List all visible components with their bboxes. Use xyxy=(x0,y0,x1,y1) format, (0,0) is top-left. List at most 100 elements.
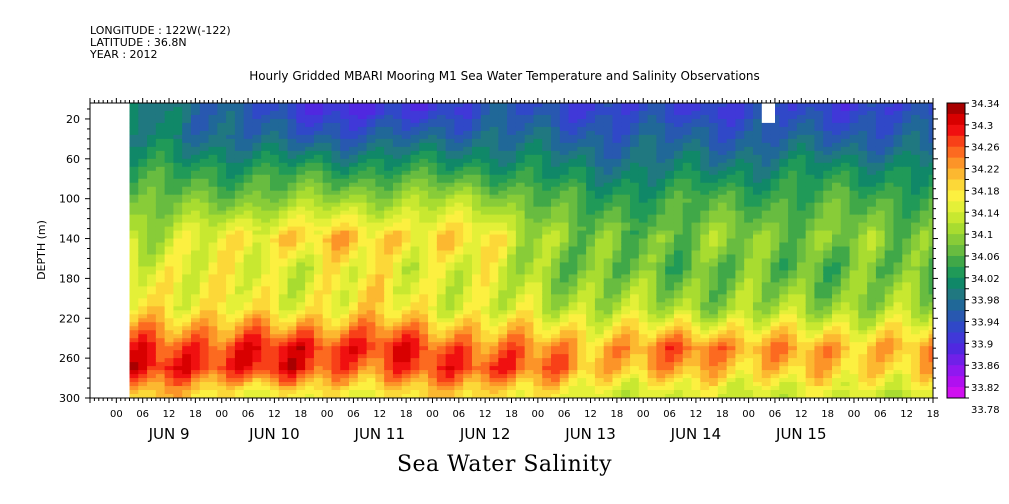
heatmap-cell xyxy=(410,246,420,252)
heatmap-cell xyxy=(190,126,201,132)
heatmap-cell xyxy=(349,142,359,148)
heatmap-cell xyxy=(612,338,622,343)
heatmap-cell xyxy=(182,158,192,164)
heatmap-cell xyxy=(436,254,447,260)
heatmap-cell xyxy=(489,134,499,140)
heatmap-cell xyxy=(463,194,473,200)
heatmap-cell xyxy=(471,222,482,228)
heatmap-cell xyxy=(331,362,341,367)
heatmap-cell xyxy=(243,230,254,236)
heatmap-cell xyxy=(709,234,719,240)
heatmap-cell xyxy=(445,326,456,331)
heatmap-cell xyxy=(313,250,324,256)
heatmap-cell xyxy=(217,262,227,268)
heatmap-cell xyxy=(656,218,666,224)
heatmap-cell xyxy=(551,382,561,387)
heatmap-cell xyxy=(261,310,271,315)
heatmap-cell xyxy=(401,330,412,335)
heatmap-cell xyxy=(401,103,412,108)
heatmap-cell xyxy=(568,170,578,176)
heatmap-cell xyxy=(603,334,614,339)
heatmap-cell xyxy=(445,238,456,244)
heatmap-cell xyxy=(296,326,306,331)
heatmap-cell xyxy=(410,134,420,140)
heatmap-cell xyxy=(217,170,227,176)
heatmap-cell xyxy=(445,330,456,335)
heatmap-cell xyxy=(199,334,210,339)
heatmap-cell xyxy=(445,122,456,128)
heatmap-cell xyxy=(594,222,605,228)
heatmap-cell xyxy=(542,246,552,252)
heatmap-cell xyxy=(621,242,631,248)
heatmap-cell xyxy=(305,330,315,335)
heatmap-cell xyxy=(700,322,710,327)
heatmap-cell xyxy=(647,242,657,248)
heatmap-cell xyxy=(463,106,473,112)
heatmap-cell xyxy=(638,118,649,124)
heatmap-cell xyxy=(436,106,447,112)
heatmap-cell xyxy=(594,114,605,120)
heatmap-cell xyxy=(647,126,657,132)
heatmap-cell xyxy=(551,286,561,291)
heatmap-cell xyxy=(577,314,587,319)
heatmap-cell xyxy=(217,250,227,256)
heatmap-cell xyxy=(594,254,605,260)
heatmap-cell xyxy=(401,250,412,256)
heatmap-cell xyxy=(463,170,473,176)
heatmap-cell xyxy=(507,226,517,232)
heatmap-cell xyxy=(480,186,491,192)
heatmap-cell xyxy=(647,198,657,204)
heatmap-cell xyxy=(647,282,657,287)
heatmap-cell xyxy=(489,210,499,216)
heatmap-cell xyxy=(340,274,350,280)
heatmap-cell xyxy=(217,110,227,116)
heatmap-cell xyxy=(366,202,376,208)
heatmap-cell xyxy=(208,250,218,256)
heatmap-cell xyxy=(305,274,315,280)
heatmap-cell xyxy=(392,346,403,351)
heatmap-cell xyxy=(357,110,368,116)
heatmap-cell xyxy=(577,274,587,280)
heatmap-cell xyxy=(226,166,236,172)
heatmap-cell xyxy=(621,246,631,252)
heatmap-cell xyxy=(278,302,289,307)
heatmap-cell xyxy=(366,166,376,172)
heatmap-cell xyxy=(542,386,552,391)
heatmap-cell xyxy=(182,266,192,272)
heatmap-cell xyxy=(164,154,175,160)
heatmap-cell xyxy=(331,366,341,371)
heatmap-cell xyxy=(410,142,420,148)
heatmap-cell xyxy=(630,302,640,307)
heatmap-cell xyxy=(533,282,543,287)
heatmap-cell xyxy=(445,350,456,355)
heatmap-cell xyxy=(349,194,359,200)
heatmap-cell xyxy=(296,282,306,287)
heatmap-cell xyxy=(199,310,210,315)
heatmap-cell xyxy=(638,142,649,148)
heatmap-cell xyxy=(577,322,587,327)
heatmap-cell xyxy=(349,382,359,387)
heatmap-cell xyxy=(454,386,464,391)
heatmap-cell xyxy=(401,138,412,144)
heatmap-cell xyxy=(199,242,210,248)
heatmap-cell xyxy=(331,298,341,303)
heatmap-cell xyxy=(366,182,376,188)
heatmap-cell xyxy=(673,166,684,172)
heatmap-cell xyxy=(594,270,605,276)
heatmap-cell xyxy=(287,382,297,387)
heatmap-cell xyxy=(384,242,394,248)
heatmap-cell xyxy=(129,230,139,236)
heatmap-cell xyxy=(296,370,306,375)
heatmap-cell xyxy=(322,390,333,395)
heatmap-cell xyxy=(243,198,254,204)
heatmap-cell xyxy=(656,282,666,287)
heatmap-cell xyxy=(507,230,517,236)
heatmap-cell xyxy=(357,354,368,359)
heatmap-cell xyxy=(551,162,561,168)
heatmap-cell xyxy=(182,214,192,220)
heatmap-cell xyxy=(287,306,297,311)
heatmap-cell xyxy=(164,358,175,363)
heatmap-cell xyxy=(638,166,649,172)
heatmap-cell xyxy=(129,198,139,204)
heatmap-cell xyxy=(524,234,535,240)
